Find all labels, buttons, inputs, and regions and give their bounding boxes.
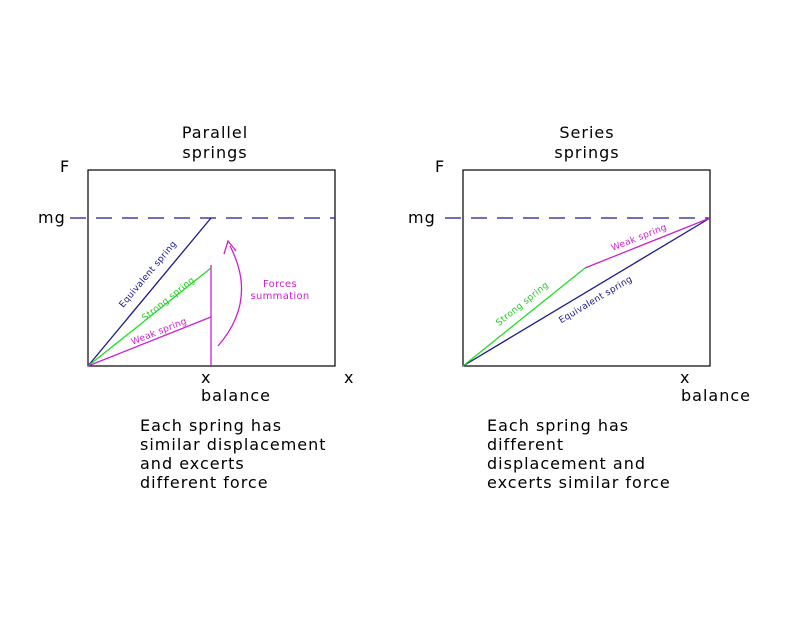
caption: excerts similar force	[487, 473, 671, 492]
caption: Each spring has	[487, 416, 629, 435]
strong-line	[462, 267, 586, 367]
balance-label: balance	[681, 386, 751, 405]
title: springs	[554, 143, 619, 162]
equivalent-line	[462, 217, 711, 367]
axis-label: F	[60, 157, 70, 176]
caption: different	[487, 435, 564, 454]
title: Series	[559, 123, 614, 142]
series-panel: Series springs Equivalent spring Strong …	[408, 123, 751, 492]
plot-box	[462, 169, 711, 367]
axis-label: x	[344, 368, 354, 387]
equivalent-line	[87, 217, 212, 367]
line-label: Weak spring	[130, 317, 188, 348]
axis-mark: x	[680, 368, 690, 387]
title: springs	[182, 143, 247, 162]
arrow-head	[223, 239, 237, 255]
line-label: Equivalent spring	[557, 275, 634, 327]
balance-label: balance	[201, 386, 271, 405]
axis-label: F	[435, 157, 445, 176]
line-label: Strong spring	[140, 275, 197, 323]
weak-line	[87, 316, 212, 367]
level-label: mg	[38, 208, 66, 227]
title: Parallel	[182, 123, 248, 142]
annotation: Forces	[263, 279, 297, 290]
caption: Each spring has	[140, 416, 282, 435]
weak-line	[584, 217, 711, 269]
caption: displacement and	[487, 454, 646, 473]
strong-line	[87, 267, 212, 367]
arrow	[217, 245, 243, 347]
line-label: Strong spring	[494, 280, 550, 328]
caption: similar displacement	[140, 435, 327, 454]
caption: and excerts	[140, 454, 245, 473]
axis-mark: x	[201, 368, 211, 387]
annotation: summation	[250, 291, 309, 302]
parallel-panel: Parallel springs Equivalent spring Stron…	[38, 123, 354, 492]
caption: different force	[140, 473, 269, 492]
level-label: mg	[408, 208, 436, 227]
